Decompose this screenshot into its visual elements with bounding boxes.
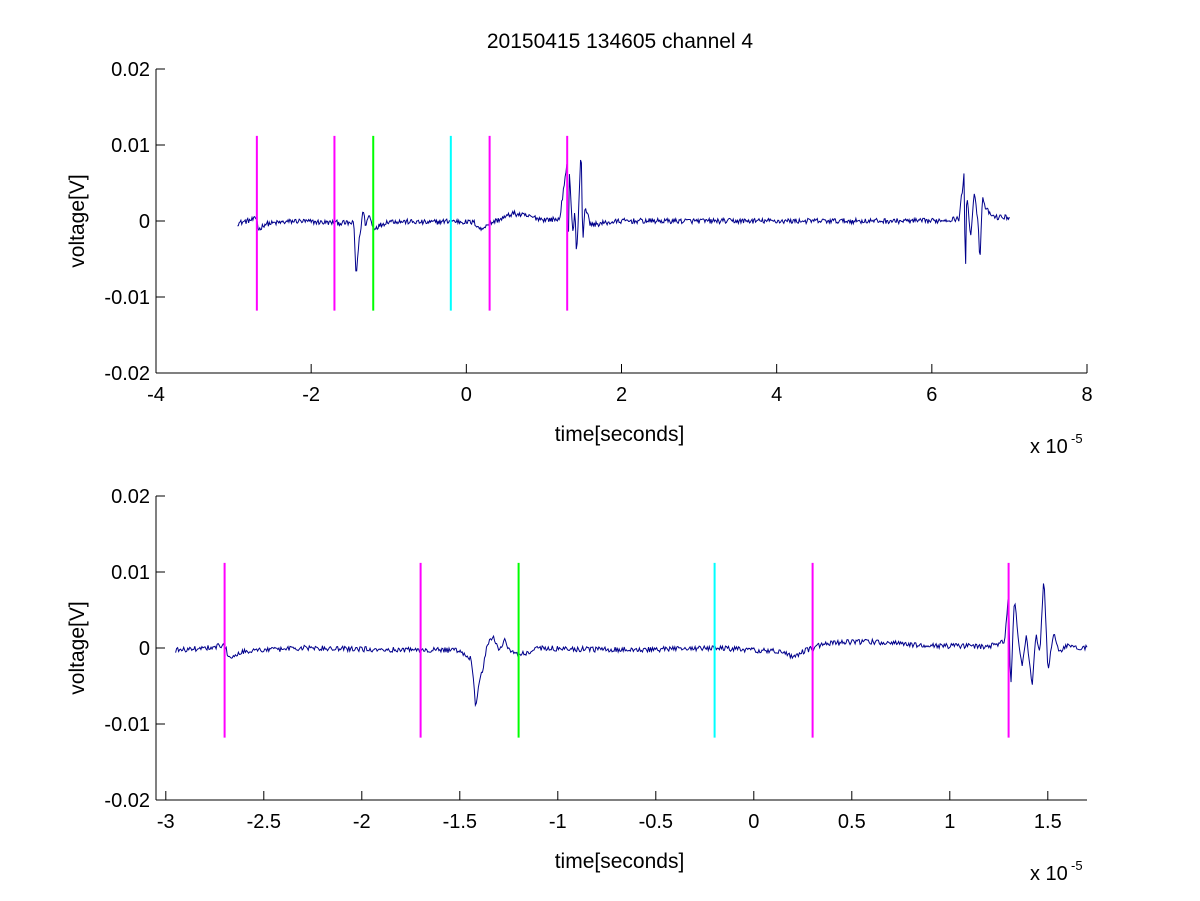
figure-title: 20150415 134605 channel 4 [487, 30, 754, 53]
x-tick-label: 2 [616, 384, 627, 406]
x-axis-label: time[seconds] [555, 850, 685, 873]
y-tick-label: -0.02 [104, 790, 150, 812]
x-tick-label: 0 [748, 811, 759, 833]
x-tick-label: 6 [926, 384, 937, 406]
x-tick-label: -3 [157, 811, 175, 833]
y-tick-label: 0.01 [111, 135, 150, 157]
y-tick-label: 0.01 [111, 562, 150, 584]
x-axis-multiplier: x 10 [1030, 863, 1068, 885]
x-tick-label: -1 [549, 811, 567, 833]
y-tick-label: -0.02 [104, 363, 150, 385]
x-tick-label: -4 [147, 384, 165, 406]
x-axis-label: time[seconds] [555, 423, 685, 446]
y-axis-label: voltage[V] [66, 601, 89, 694]
x-tick-label: -2.5 [247, 811, 281, 833]
x-axis-multiplier-exponent: -5 [1071, 431, 1083, 446]
x-tick-label: -2 [302, 384, 320, 406]
y-tick-label: -0.01 [104, 714, 150, 736]
x-tick-label: 8 [1081, 384, 1092, 406]
x-tick-label: -1.5 [443, 811, 477, 833]
y-tick-label: 0 [139, 211, 150, 233]
y-axis-label: voltage[V] [66, 174, 89, 267]
x-tick-label: 1 [944, 811, 955, 833]
x-tick-label: -0.5 [639, 811, 673, 833]
x-tick-label: 1.5 [1034, 811, 1062, 833]
y-tick-label: -0.01 [104, 287, 150, 309]
x-axis-multiplier-exponent: -5 [1071, 858, 1083, 873]
top-axes: -0.02 -0.01 0 0.01 0.02 -4 -2 0 2 4 6 8 time[seconds… [66, 59, 1093, 458]
signal-trace [237, 159, 1010, 272]
x-tick-label: 0 [461, 384, 472, 406]
x-tick-label: -2 [353, 811, 371, 833]
y-tick-label: 0.02 [111, 486, 150, 508]
x-axis-multiplier: x 10 [1030, 436, 1068, 458]
y-tick-label: 0 [139, 638, 150, 660]
y-tick-label: 0.02 [111, 59, 150, 81]
x-tick-label: 0.5 [838, 811, 866, 833]
x-tick-label: 4 [771, 384, 782, 406]
bottom-axes: -0.02 -0.01 0 0.01 0.02 -3 -2.5 -2 -1.5 -1 -0.5 0 0.… [66, 486, 1088, 885]
signal-trace [175, 583, 1088, 708]
